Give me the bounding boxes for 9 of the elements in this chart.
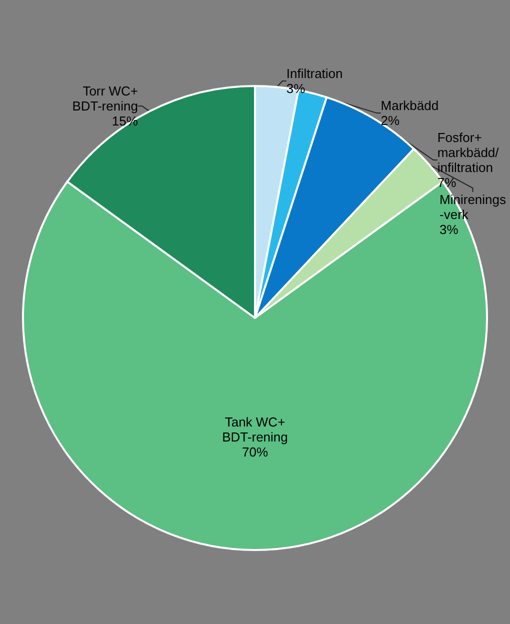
data-label: 2%	[380, 113, 400, 128]
data-label: 3%	[286, 81, 306, 96]
slice-label: Fosfor+ markbädd/ infiltration	[437, 130, 500, 176]
data-label: 3%	[440, 222, 459, 238]
data-label: 70%	[242, 444, 268, 460]
slice-label: Torr WC+ BDT-rening	[72, 83, 138, 114]
slice-label: Markbädd	[380, 98, 439, 114]
slice-label: Infiltration	[286, 66, 343, 82]
slice-label: Tank WC+ BDT-rening	[222, 414, 288, 444]
